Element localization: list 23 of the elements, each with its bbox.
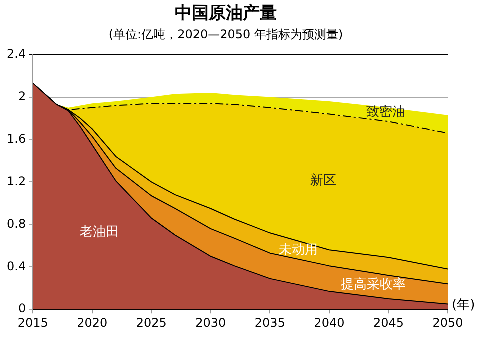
x-tick-label: 2050: [432, 316, 464, 330]
y-tick-label: 1.6: [6, 132, 26, 146]
series-label: 致密油: [366, 104, 406, 120]
x-tick-label: 2025: [136, 316, 167, 330]
chart-subtitle: (单位:亿吨，2020—2050 年指标为预测量): [108, 28, 344, 42]
x-tick-label: 2035: [254, 316, 286, 330]
series-label: 提高采收率: [340, 276, 406, 292]
x-axis-title: (年): [452, 298, 476, 313]
y-tick-label: 0.8: [6, 216, 26, 231]
x-tick-label: 2020: [77, 316, 108, 330]
x-tick-label: 2030: [196, 316, 226, 330]
y-tick-label: 0.4: [6, 259, 26, 274]
series-label: 新区: [310, 173, 337, 188]
series-label: 老油田: [80, 225, 119, 240]
series-label: 未动用: [279, 242, 318, 258]
y-tick-label: 2: [18, 89, 26, 104]
y-tick-label: 0: [18, 302, 26, 316]
y-tick-label: 1.2: [6, 174, 26, 188]
x-tick-label: 2015: [18, 316, 48, 330]
chart-title: 中国原油产量: [175, 4, 277, 24]
x-tick-label: 2040: [314, 316, 345, 330]
y-tick-label: 2.4: [6, 46, 26, 61]
x-tick-label: 2045: [373, 316, 404, 330]
